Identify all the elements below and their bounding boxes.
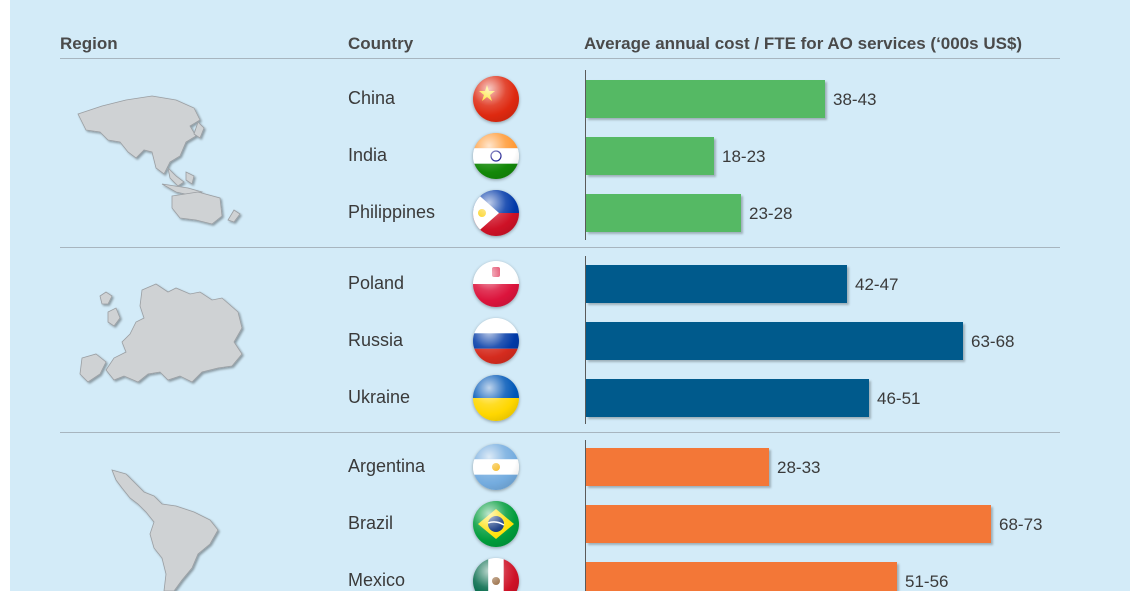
country-label-china: China bbox=[348, 88, 396, 108]
china-flag-icon bbox=[473, 76, 519, 122]
argentina-flag-icon bbox=[473, 444, 519, 490]
axis-asia bbox=[585, 70, 586, 240]
philippines-flag-icon bbox=[473, 190, 519, 236]
country-label-brazil: Brazil bbox=[348, 513, 394, 533]
region-header: Region bbox=[60, 34, 118, 53]
bar-philippines bbox=[586, 194, 741, 232]
value-label-russia: 63-68 bbox=[971, 332, 1015, 351]
country-header: Country bbox=[348, 34, 414, 53]
bar-china bbox=[586, 80, 825, 118]
value-label-mexico: 51-56 bbox=[905, 572, 949, 591]
group-divider-2 bbox=[60, 432, 1060, 433]
bar-india bbox=[586, 137, 714, 175]
chart-panel: Region Country Average annual cost / FTE… bbox=[10, 0, 1130, 591]
asia-pacific-map-icon bbox=[77, 95, 241, 225]
bar-mexico bbox=[586, 562, 897, 591]
country-label-philippines: Philippines bbox=[348, 202, 436, 222]
poland-flag-icon bbox=[473, 261, 519, 307]
group-divider-1 bbox=[60, 247, 1060, 248]
india-flag-icon bbox=[473, 133, 519, 179]
value-label-philippines: 23-28 bbox=[749, 204, 793, 223]
value-label-brazil: 68-73 bbox=[999, 515, 1043, 534]
ukraine-flag-icon bbox=[473, 375, 519, 421]
header-divider bbox=[60, 58, 1060, 59]
bar-argentina bbox=[586, 448, 769, 486]
axis-europe bbox=[585, 256, 586, 424]
bar-ukraine bbox=[586, 379, 869, 417]
country-label-ukraine: Ukraine bbox=[348, 387, 411, 407]
bar-russia bbox=[586, 322, 963, 360]
europe-map-icon bbox=[79, 283, 243, 383]
value-label-argentina: 28-33 bbox=[777, 458, 821, 477]
mexico-flag-icon bbox=[473, 558, 519, 591]
cost-header: Average annual cost / FTE for AO service… bbox=[584, 34, 1023, 53]
value-label-china: 38-43 bbox=[833, 90, 877, 109]
value-label-india: 18-23 bbox=[722, 147, 766, 166]
country-label-russia: Russia bbox=[348, 330, 404, 350]
country-label-poland: Poland bbox=[348, 273, 405, 293]
country-label-argentina: Argentina bbox=[348, 456, 426, 476]
value-label-poland: 42-47 bbox=[855, 275, 899, 294]
latin-america-map-icon bbox=[111, 469, 219, 591]
bar-brazil bbox=[586, 505, 991, 543]
value-label-ukraine: 46-51 bbox=[877, 389, 921, 408]
bar-poland bbox=[586, 265, 847, 303]
country-label-mexico: Mexico bbox=[348, 570, 406, 590]
axis-latam bbox=[585, 440, 586, 591]
russia-flag-icon bbox=[473, 318, 519, 364]
country-label-india: India bbox=[348, 145, 388, 165]
brazil-flag-icon bbox=[473, 501, 519, 547]
